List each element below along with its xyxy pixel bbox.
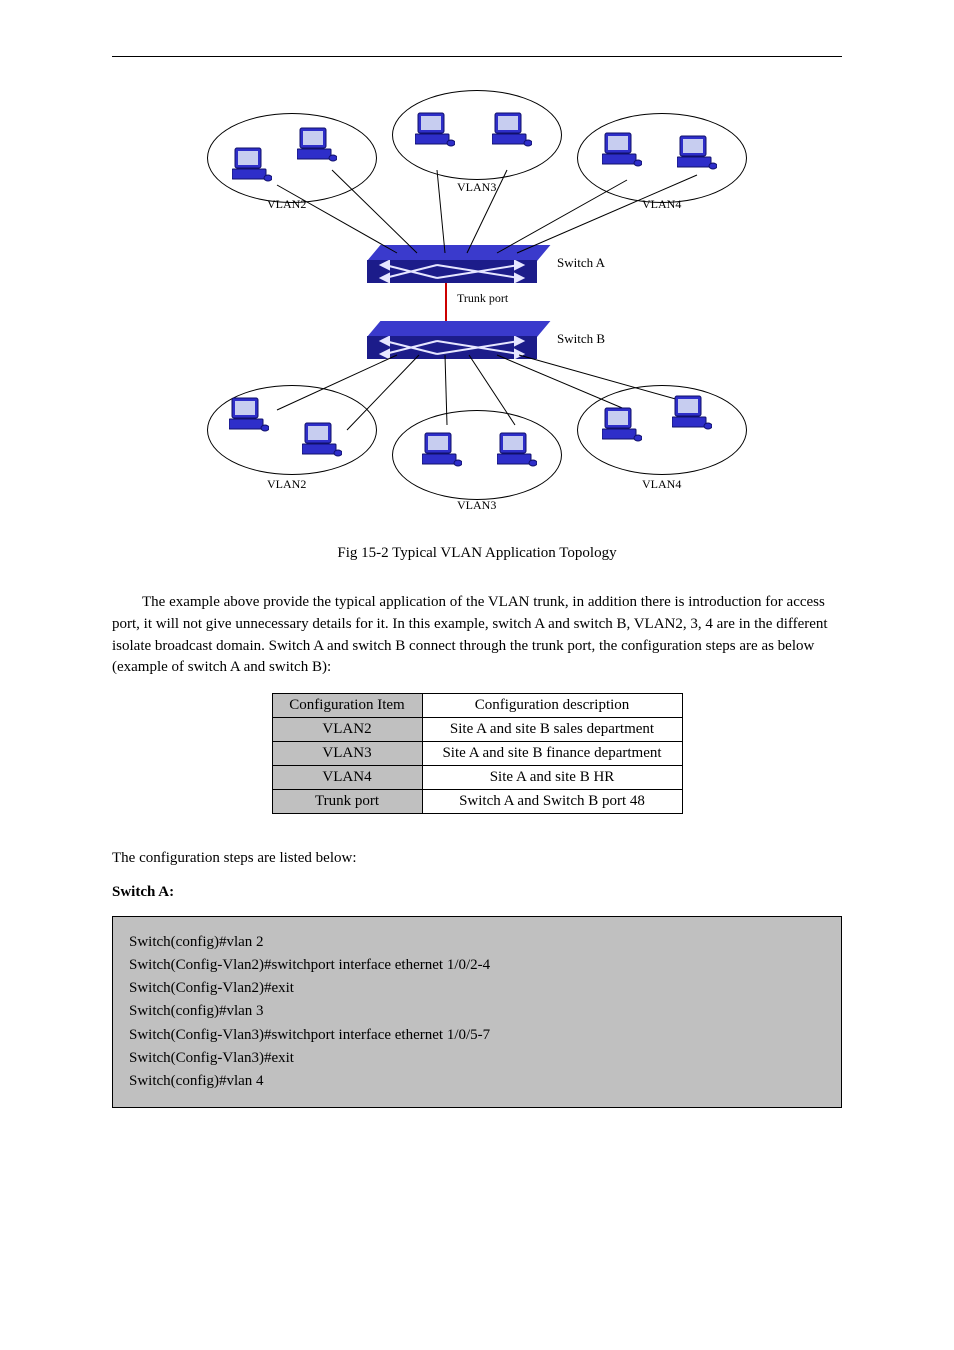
computer-icon xyxy=(422,430,462,470)
table-row: Trunk portSwitch A and Switch B port 48 xyxy=(272,790,682,814)
computer-icon xyxy=(497,430,537,470)
computer-icon xyxy=(492,110,532,150)
table-header: Trunk port xyxy=(272,790,422,814)
computer-icon xyxy=(297,125,337,165)
table-header: VLAN4 xyxy=(272,766,422,790)
computer-icon xyxy=(602,405,642,445)
table-cell: Switch A and Switch B port 48 xyxy=(422,790,682,814)
cli-line: Switch(Config-Vlan2)#switchport interfac… xyxy=(129,954,825,977)
cli-line: Switch(config)#vlan 3 xyxy=(129,1000,825,1023)
table-header: VLAN3 xyxy=(272,742,422,766)
description-paragraph: The example above provide the typical ap… xyxy=(112,592,842,679)
cli-line: Switch(Config-Vlan3)#switchport interfac… xyxy=(129,1024,825,1047)
cli-line: Switch(config)#vlan 2 xyxy=(129,931,825,954)
computer-icon xyxy=(602,130,642,170)
computer-icon xyxy=(302,420,342,460)
table-cell: Site A and site B sales department xyxy=(422,718,682,742)
config-steps-intro: The configuration steps are listed below… xyxy=(112,848,842,870)
table-row: VLAN4Site A and site B HR xyxy=(272,766,682,790)
table-row: VLAN3Site A and site B finance departmen… xyxy=(272,742,682,766)
table-cell: Site A and site B HR xyxy=(422,766,682,790)
table-row: VLAN2Site A and site B sales department xyxy=(272,718,682,742)
connection-lines-icon xyxy=(197,85,757,525)
table-row: Configuration ItemConfiguration descript… xyxy=(272,694,682,718)
table-header: VLAN2 xyxy=(272,718,422,742)
figure-caption: Fig 15-2 Typical VLAN Application Topolo… xyxy=(112,545,842,562)
computer-icon xyxy=(415,110,455,150)
cli-code-block: Switch(config)#vlan 2 Switch(Config-Vlan… xyxy=(112,916,842,1109)
top-rule xyxy=(112,56,842,57)
table-header: Configuration Item xyxy=(272,694,422,718)
table-cell: Site A and site B finance department xyxy=(422,742,682,766)
cli-line: Switch(Config-Vlan2)#exit xyxy=(129,977,825,1000)
table-cell: Configuration description xyxy=(422,694,682,718)
computer-icon xyxy=(232,145,272,185)
configuration-table: Configuration ItemConfiguration descript… xyxy=(272,693,683,814)
computer-icon xyxy=(672,393,712,433)
cli-line: Switch(config)#vlan 4 xyxy=(129,1070,825,1093)
vlan-topology-diagram: VLAN2 VLAN3 VLAN4 VLAN2 VLAN3 VLAN4 xyxy=(197,85,757,525)
switch-a-heading: Switch A: xyxy=(112,882,842,904)
computer-icon xyxy=(677,133,717,173)
cli-line: Switch(Config-Vlan3)#exit xyxy=(129,1047,825,1070)
computer-icon xyxy=(229,395,269,435)
